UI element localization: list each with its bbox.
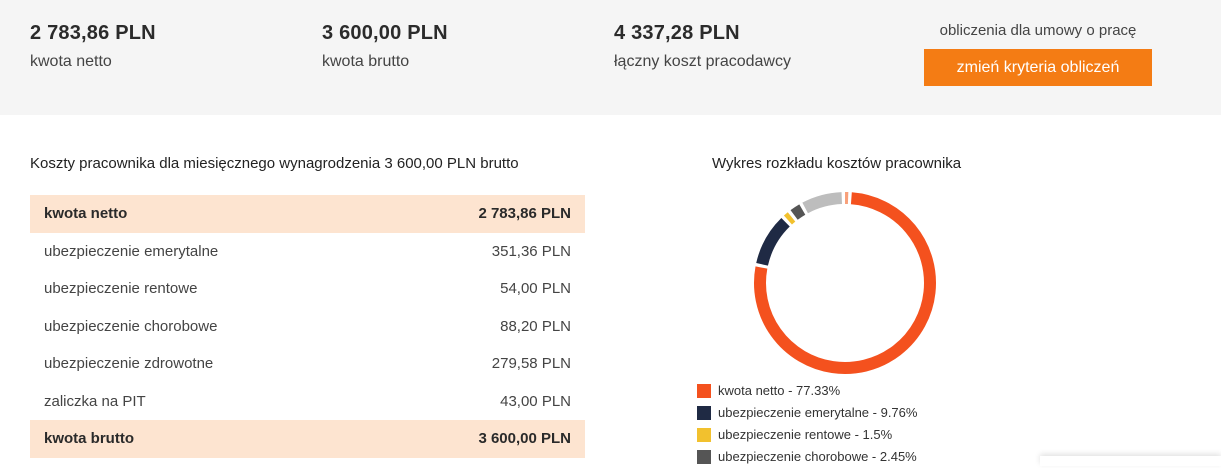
cost-amount: 2 783,86 PLN	[378, 195, 585, 233]
legend-swatch	[697, 406, 711, 420]
legend-label: kwota netto - 77.33%	[718, 383, 840, 398]
cost-label: ubezpieczenie chorobowe	[30, 308, 378, 346]
cost-amount: 43,00 PLN	[378, 383, 585, 421]
legend-item: ubezpieczenie chorobowe - 2.45%	[697, 446, 917, 467]
cost-amount: 54,00 PLN	[378, 270, 585, 308]
brutto-value: 3 600,00 PLN	[322, 22, 448, 45]
criteria-note: obliczenia dla umowy o pracę	[924, 22, 1152, 39]
floating-panel-edge	[1040, 456, 1221, 466]
netto-stat: 2 783,86 PLN kwota netto	[30, 22, 156, 71]
cost-amount: 88,20 PLN	[378, 308, 585, 346]
netto-label: kwota netto	[30, 53, 156, 71]
employer-cost-value: 4 337,28 PLN	[614, 22, 791, 45]
employer-cost-label: łączny koszt pracodawcy	[614, 53, 791, 71]
cost-label: ubezpieczenie zdrowotne	[30, 345, 378, 383]
brutto-stat: 3 600,00 PLN kwota brutto	[322, 22, 448, 71]
cost-amount: 351,36 PLN	[378, 233, 585, 271]
netto-value: 2 783,86 PLN	[30, 22, 156, 45]
legend-label: ubezpieczenie emerytalne - 9.76%	[718, 405, 917, 420]
brutto-label: kwota brutto	[322, 53, 448, 71]
donut-slice-5	[805, 198, 842, 208]
cost-label: kwota netto	[30, 195, 378, 233]
cost-amount: 3 600,00 PLN	[378, 420, 585, 458]
legend-swatch	[697, 450, 711, 464]
legend-label: ubezpieczenie rentowe - 1.5%	[718, 427, 892, 442]
legend-item: ubezpieczenie rentowe - 1.5%	[697, 424, 917, 445]
change-criteria-button[interactable]: zmień kryteria obliczeń	[924, 49, 1152, 86]
legend-swatch	[697, 384, 711, 398]
cost-label: ubezpieczenie emerytalne	[30, 233, 378, 271]
legend-swatch	[697, 428, 711, 442]
donut-slice-2	[762, 222, 785, 264]
cost-label: ubezpieczenie rentowe	[30, 270, 378, 308]
cost-amount: 279,58 PLN	[378, 345, 585, 383]
summary-bar: 2 783,86 PLN kwota netto 3 600,00 PLN kw…	[0, 0, 1221, 115]
legend-label: ubezpieczenie chorobowe - 2.45%	[718, 449, 917, 464]
employer-cost-stat: 4 337,28 PLN łączny koszt pracodawcy	[614, 22, 791, 71]
criteria-panel: obliczenia dla umowy o pracę zmień kryte…	[924, 22, 1152, 86]
chart-title: Wykres rozkładu kosztów pracownika	[712, 155, 961, 172]
cost-label: zaliczka na PIT	[30, 383, 378, 421]
costs-title: Koszty pracownika dla miesięcznego wynag…	[30, 155, 519, 172]
donut-slice-4	[794, 210, 802, 215]
legend-item: kwota netto - 77.33%	[697, 380, 917, 401]
cost-label: kwota brutto	[30, 420, 378, 458]
donut-slice-3	[788, 217, 792, 220]
legend-item: ubezpieczenie emerytalne - 9.76%	[697, 402, 917, 423]
chart-legend: kwota netto - 77.33% ubezpieczenie emeryt…	[697, 380, 917, 468]
cost-donut-chart	[745, 183, 945, 383]
